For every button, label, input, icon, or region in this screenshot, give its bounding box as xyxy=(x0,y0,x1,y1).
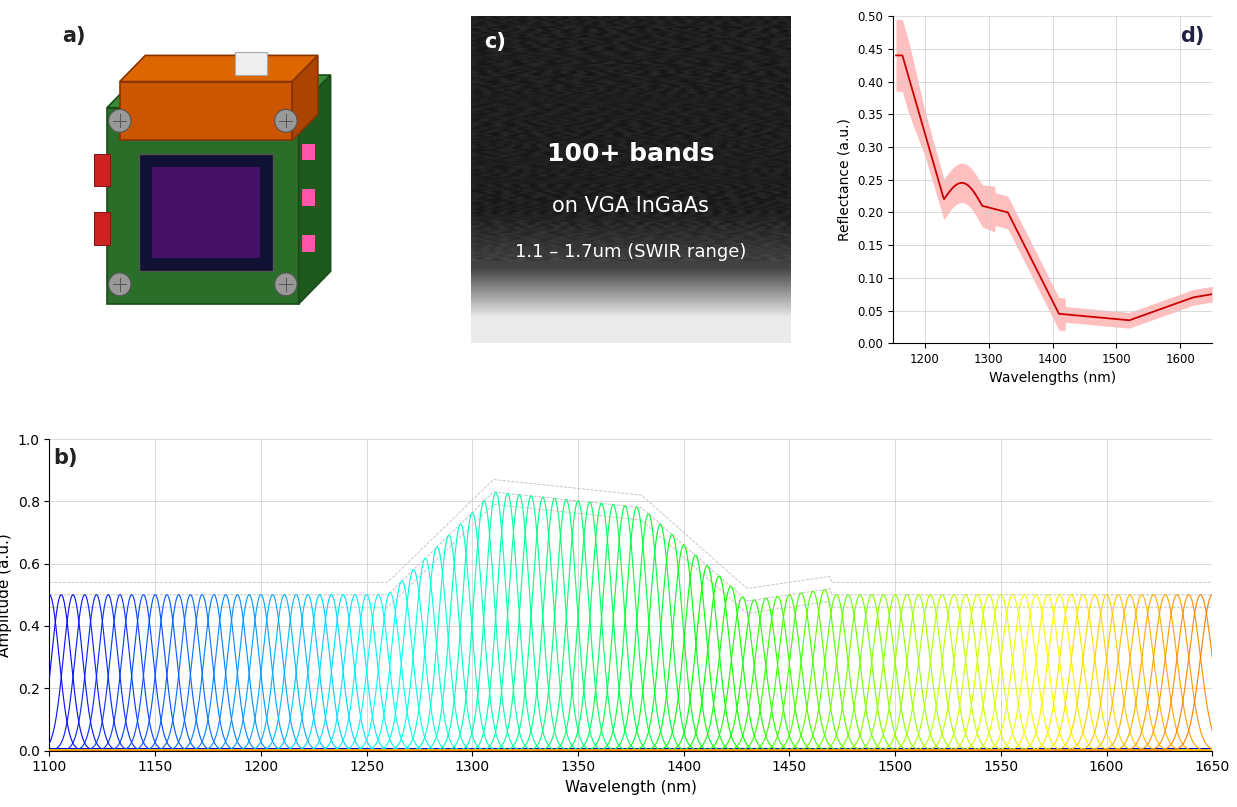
Bar xyxy=(302,236,314,252)
Text: 100+ bands: 100+ bands xyxy=(547,141,715,165)
Text: b): b) xyxy=(53,449,78,468)
Polygon shape xyxy=(120,56,318,82)
X-axis label: Wavelengths (nm): Wavelengths (nm) xyxy=(988,371,1116,386)
Polygon shape xyxy=(106,75,330,107)
Polygon shape xyxy=(106,107,298,304)
Y-axis label: Reflectance (a.u.): Reflectance (a.u.) xyxy=(837,119,851,241)
X-axis label: Wavelength (nm): Wavelength (nm) xyxy=(565,780,696,795)
Bar xyxy=(302,144,314,160)
Text: c): c) xyxy=(484,32,506,52)
Polygon shape xyxy=(120,82,292,140)
Text: 1.1 – 1.7um (SWIR range): 1.1 – 1.7um (SWIR range) xyxy=(515,243,747,261)
Bar xyxy=(302,190,314,206)
Text: a): a) xyxy=(62,26,85,46)
Bar xyxy=(94,212,110,245)
Polygon shape xyxy=(298,75,330,304)
Circle shape xyxy=(109,273,131,296)
Circle shape xyxy=(109,110,131,132)
Text: d): d) xyxy=(1180,26,1205,46)
Circle shape xyxy=(275,110,297,132)
Text: on VGA InGaAs: on VGA InGaAs xyxy=(553,196,709,215)
Bar xyxy=(235,52,267,75)
Y-axis label: Amplitude (a.u.): Amplitude (a.u.) xyxy=(0,533,12,657)
Bar xyxy=(139,153,273,271)
Polygon shape xyxy=(292,56,318,140)
Circle shape xyxy=(275,273,297,296)
Bar xyxy=(152,166,260,258)
Bar xyxy=(94,153,110,186)
